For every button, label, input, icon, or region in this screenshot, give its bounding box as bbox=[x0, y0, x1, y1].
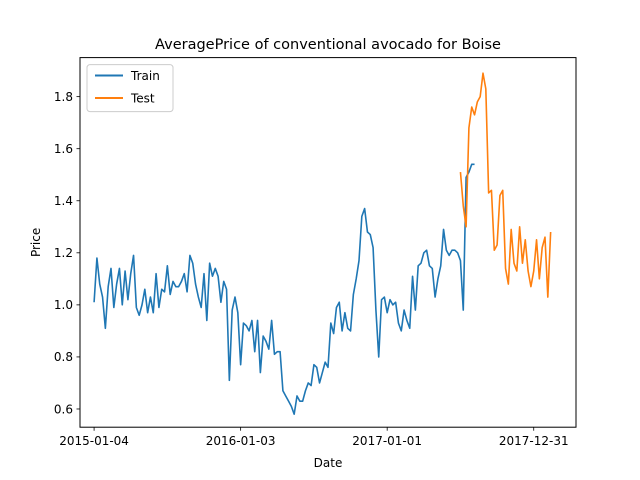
y-tick-label: 1.8 bbox=[54, 90, 73, 104]
x-axis-ticks: 2015-01-04 2016-01-03 2017-01-01 2017-12-31 bbox=[59, 427, 569, 448]
x-axis-label: Date bbox=[314, 456, 343, 470]
legend-test-label: Test bbox=[130, 92, 155, 106]
y-tick-label: 0.8 bbox=[54, 350, 73, 364]
plot-frame bbox=[79, 57, 577, 428]
y-tick-label: 1.6 bbox=[54, 142, 73, 156]
y-tick-label: 1.0 bbox=[54, 298, 73, 312]
x-tick-label: 2016-01-03 bbox=[206, 434, 276, 448]
axes-layer bbox=[79, 57, 577, 428]
chart-title: AveragePrice of conventional avocado for… bbox=[155, 37, 501, 53]
legend-frame bbox=[86, 64, 174, 113]
y-axis-ticks: 0.6 0.8 1.0 1.2 1.4 1.6 1.8 bbox=[54, 90, 80, 416]
legend-train-label: Train bbox=[130, 69, 160, 83]
series-layer bbox=[93, 72, 552, 415]
legend: Train Test bbox=[86, 64, 174, 113]
x-tick-label: 2017-01-01 bbox=[352, 434, 422, 448]
y-axis-label: Price bbox=[29, 228, 43, 257]
y-tick-label: 1.4 bbox=[54, 194, 73, 208]
series-line-test bbox=[459, 72, 552, 298]
x-tick-label: 2015-01-04 bbox=[59, 434, 129, 448]
y-tick-label: 1.2 bbox=[54, 246, 73, 260]
plot-background bbox=[80, 57, 576, 428]
y-tick-label: 0.6 bbox=[54, 402, 73, 416]
plot-area bbox=[80, 57, 576, 428]
x-tick-label: 2017-12-31 bbox=[499, 434, 569, 448]
series-line-train bbox=[93, 163, 475, 415]
